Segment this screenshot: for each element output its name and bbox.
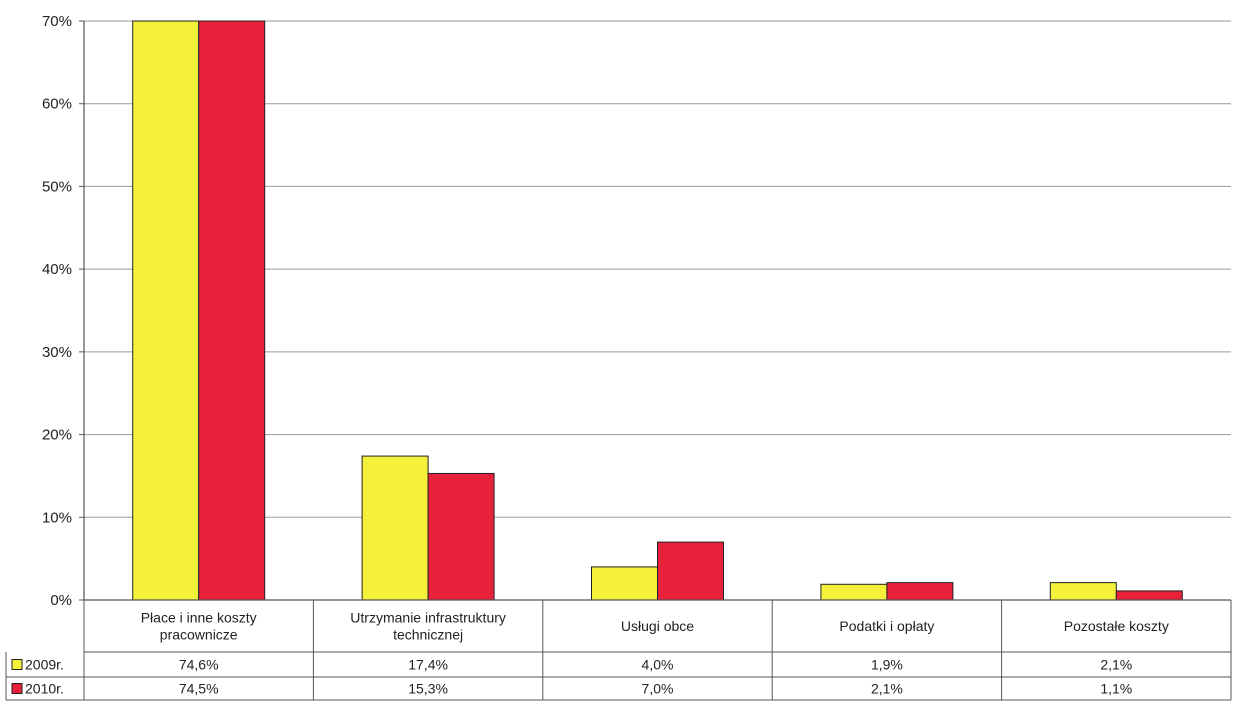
legend-label: 2009r. — [25, 657, 64, 673]
bar — [361, 455, 429, 601]
bar — [427, 472, 495, 601]
bars — [132, 20, 1183, 601]
data-label: 17,4% — [408, 657, 448, 673]
category-label: Usługi obce — [621, 618, 694, 634]
category-label: Płace i inne koszty — [141, 610, 257, 626]
bar — [886, 582, 954, 601]
bar — [1049, 582, 1117, 601]
y-tick-label: 60% — [42, 96, 72, 113]
bar — [1115, 590, 1183, 601]
data-label: 74,5% — [179, 681, 219, 697]
bar — [657, 541, 724, 601]
data-label: 2,1% — [1100, 657, 1132, 673]
category-label: Utrzymanie infrastruktury — [350, 610, 506, 626]
data-label: 7,0% — [642, 681, 674, 697]
bar — [591, 566, 658, 601]
y-axis-ticks: 0% 10% 20% 30% 40% 50% 60% 70% — [42, 13, 84, 609]
y-tick-label: 30% — [42, 344, 72, 361]
data-label: 1,1% — [1100, 681, 1132, 697]
category-label: pracownicze — [160, 627, 238, 643]
y-tick-label: 40% — [42, 261, 72, 278]
bar — [198, 20, 266, 601]
data-label: 4,0% — [642, 657, 674, 673]
legend-swatch — [11, 683, 23, 694]
axes — [83, 21, 1231, 601]
category-label: Pozostałe koszty — [1064, 618, 1169, 634]
y-tick-label: 0% — [50, 592, 72, 609]
category-label: technicznej — [393, 627, 463, 643]
data-label: 15,3% — [408, 681, 448, 697]
legend-label: 2010r. — [25, 681, 64, 697]
category-label: Podatki i opłaty — [839, 618, 934, 634]
y-tick-label: 10% — [42, 509, 72, 526]
y-tick-label: 20% — [42, 427, 72, 444]
y-tick-label: 50% — [42, 178, 72, 195]
bar — [820, 583, 888, 601]
data-label: 74,6% — [179, 657, 219, 673]
data-label: 1,9% — [871, 657, 903, 673]
bar — [132, 20, 200, 601]
data-label: 2,1% — [871, 681, 903, 697]
gridlines — [84, 20, 1231, 601]
y-tick-label: 70% — [42, 13, 72, 30]
legend-swatch — [11, 659, 23, 670]
